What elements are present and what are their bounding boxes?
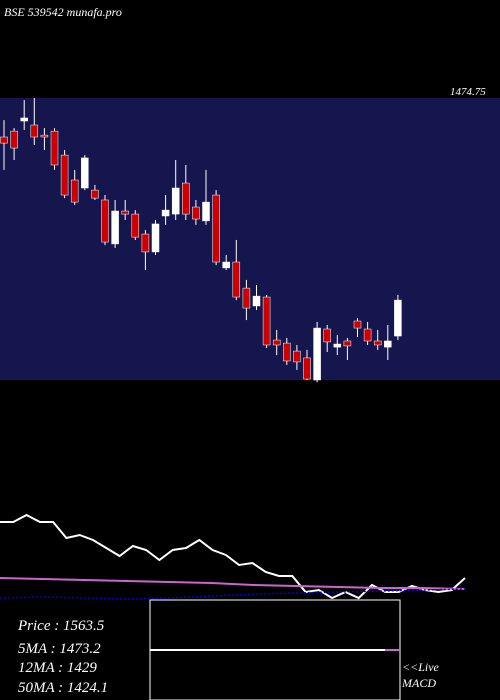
candle-body bbox=[161, 209, 170, 217]
info-12ma: 12MA : 1429 bbox=[18, 660, 97, 676]
candle-body bbox=[323, 328, 331, 343]
info-5ma: 5MA : 1473.2 bbox=[18, 641, 101, 657]
candle-body bbox=[373, 340, 382, 346]
indicator-line bbox=[0, 513, 466, 600]
indicator-line bbox=[0, 577, 466, 590]
candle-body bbox=[384, 340, 392, 348]
candle-body bbox=[232, 261, 241, 298]
info-price: Price : 1563.5 bbox=[17, 618, 105, 634]
candle-body bbox=[40, 134, 49, 138]
candle-body bbox=[272, 339, 281, 346]
chart-title: BSE 539542 munafa.pro bbox=[4, 5, 122, 19]
candle-body bbox=[50, 130, 59, 166]
candle-body bbox=[111, 210, 119, 245]
candle-body bbox=[60, 154, 69, 196]
candle-body bbox=[353, 320, 362, 329]
candle-body bbox=[20, 117, 28, 122]
candle-body bbox=[182, 182, 190, 215]
info-50ma: 50MA : 1424.1 bbox=[18, 680, 108, 696]
candle-body bbox=[101, 199, 109, 243]
candle-body bbox=[212, 194, 220, 263]
macd-label: MACD bbox=[401, 676, 436, 690]
candle-body bbox=[394, 299, 402, 337]
candle-body bbox=[30, 124, 39, 138]
candle-body bbox=[10, 130, 18, 149]
candle-body bbox=[151, 223, 160, 253]
candle-body bbox=[242, 287, 251, 309]
price-panel bbox=[0, 98, 500, 380]
candle-body bbox=[283, 342, 291, 362]
candle-body bbox=[222, 261, 230, 269]
indicator-line bbox=[0, 588, 466, 600]
macd-live: <<Live bbox=[402, 660, 440, 674]
candle-body bbox=[121, 210, 129, 215]
candle-body bbox=[70, 179, 79, 203]
candle-body bbox=[131, 213, 140, 238]
candle-body bbox=[171, 187, 180, 215]
candle-body bbox=[313, 327, 321, 381]
candle-body bbox=[0, 136, 8, 144]
price-label: 1474.75 bbox=[450, 86, 486, 98]
candle-body bbox=[202, 201, 210, 222]
candles bbox=[0, 98, 402, 383]
candle-body bbox=[252, 295, 261, 307]
candle-body bbox=[343, 340, 352, 347]
candle-body bbox=[141, 233, 150, 253]
candle-body bbox=[81, 157, 89, 189]
candle-body bbox=[303, 357, 311, 380]
indicator-lines bbox=[0, 513, 466, 600]
candle-body bbox=[262, 296, 271, 346]
candle-body bbox=[293, 350, 301, 363]
candle-body bbox=[91, 189, 99, 199]
candle-body bbox=[192, 206, 200, 220]
candle-body bbox=[333, 343, 342, 348]
candle-body bbox=[363, 328, 372, 342]
